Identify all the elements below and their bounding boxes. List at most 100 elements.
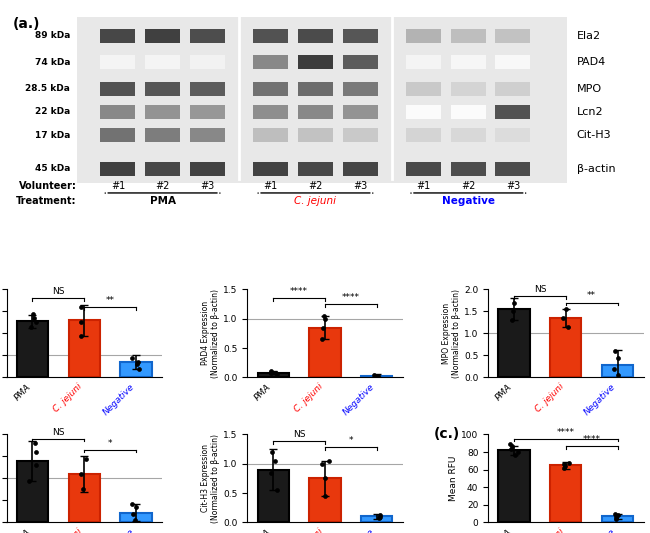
Point xyxy=(30,439,40,448)
Text: **: ** xyxy=(105,296,114,305)
Bar xyxy=(495,105,530,119)
Text: (c.): (c.) xyxy=(434,427,460,441)
Text: 89 kDa: 89 kDa xyxy=(35,31,70,41)
Point xyxy=(561,305,571,313)
Bar xyxy=(406,105,441,119)
Bar xyxy=(361,376,393,377)
Point xyxy=(272,370,282,378)
Text: NS: NS xyxy=(293,430,306,439)
Point xyxy=(130,516,140,524)
Point xyxy=(610,346,620,355)
Point xyxy=(31,318,42,327)
Text: NS: NS xyxy=(534,285,546,294)
Text: #1: #1 xyxy=(111,181,125,191)
Point xyxy=(372,372,383,380)
Text: PAD4: PAD4 xyxy=(577,58,606,67)
Bar xyxy=(495,82,530,96)
Point xyxy=(320,314,330,323)
Point xyxy=(559,460,569,469)
Point xyxy=(613,511,623,520)
Bar xyxy=(551,318,581,377)
Text: #1: #1 xyxy=(264,181,278,191)
Bar xyxy=(145,82,180,96)
Text: β-actin: β-actin xyxy=(577,164,616,174)
Point xyxy=(127,353,137,362)
Point xyxy=(318,323,329,332)
Point xyxy=(506,442,517,450)
Point xyxy=(265,367,276,376)
Text: 17 kDa: 17 kDa xyxy=(35,131,70,140)
Point xyxy=(31,461,42,470)
Bar xyxy=(254,161,289,176)
Point xyxy=(608,364,619,373)
Bar xyxy=(343,128,378,142)
Point xyxy=(506,445,516,454)
Point xyxy=(324,457,334,465)
Bar xyxy=(145,55,180,69)
Bar xyxy=(257,373,289,377)
Bar xyxy=(120,513,151,522)
Point xyxy=(75,303,86,311)
Point xyxy=(374,514,384,522)
Point xyxy=(505,440,515,448)
Text: *: * xyxy=(108,439,112,448)
Point xyxy=(29,314,40,322)
Point xyxy=(271,369,281,377)
Point xyxy=(375,511,385,519)
Text: #3: #3 xyxy=(506,181,520,191)
Bar xyxy=(77,17,567,183)
Bar xyxy=(451,82,486,96)
Text: *: * xyxy=(348,436,353,445)
Text: ****: **** xyxy=(582,435,601,444)
Bar xyxy=(495,128,530,142)
Bar xyxy=(145,161,180,176)
Point xyxy=(370,372,380,381)
Point xyxy=(610,513,621,521)
Point xyxy=(127,510,138,519)
Bar xyxy=(406,82,441,96)
Text: ****: **** xyxy=(290,287,308,296)
Text: #2: #2 xyxy=(308,181,322,191)
Bar xyxy=(406,29,441,43)
Text: Ela2: Ela2 xyxy=(577,31,601,41)
Bar xyxy=(602,516,633,522)
Bar xyxy=(190,29,225,43)
Bar xyxy=(69,320,99,377)
Text: ****: **** xyxy=(557,428,575,437)
Text: **: ** xyxy=(587,292,596,301)
Bar xyxy=(101,82,135,96)
Bar xyxy=(101,128,135,142)
Bar xyxy=(298,105,333,119)
Point xyxy=(266,448,277,456)
Point xyxy=(319,311,330,320)
Point xyxy=(611,514,621,523)
Bar xyxy=(343,55,378,69)
Bar xyxy=(190,161,225,176)
Point xyxy=(77,485,88,494)
Point xyxy=(272,486,282,495)
Point xyxy=(375,513,385,521)
Point xyxy=(508,298,519,307)
Point xyxy=(131,503,141,511)
Text: #2: #2 xyxy=(461,181,476,191)
Bar xyxy=(406,55,441,69)
Point xyxy=(75,470,86,478)
Point xyxy=(369,371,379,379)
Point xyxy=(512,448,523,456)
Bar xyxy=(361,516,393,522)
Bar xyxy=(298,161,333,176)
Point xyxy=(320,474,331,483)
Bar xyxy=(17,461,48,522)
Text: MPO: MPO xyxy=(577,84,602,94)
Bar xyxy=(101,29,135,43)
Bar xyxy=(551,465,581,522)
Point xyxy=(564,458,574,467)
Bar xyxy=(451,128,486,142)
Bar xyxy=(451,105,486,119)
Bar xyxy=(451,161,486,176)
Point xyxy=(507,316,517,325)
Bar xyxy=(101,55,135,69)
Text: PMA: PMA xyxy=(150,196,176,206)
Point xyxy=(559,464,569,472)
Point xyxy=(28,309,38,318)
